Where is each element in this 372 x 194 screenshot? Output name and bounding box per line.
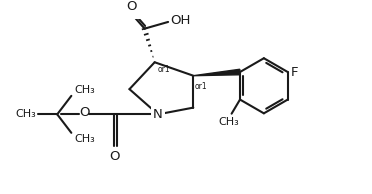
Text: CH₃: CH₃ — [16, 109, 36, 119]
Text: or1: or1 — [158, 65, 171, 74]
Text: CH₃: CH₃ — [74, 85, 95, 95]
Text: or1: or1 — [194, 82, 207, 91]
Text: CH₃: CH₃ — [74, 134, 95, 144]
Polygon shape — [193, 69, 240, 76]
Text: O: O — [126, 0, 137, 13]
Text: F: F — [291, 66, 299, 79]
Text: CH₃: CH₃ — [219, 117, 240, 127]
Text: O: O — [79, 107, 89, 120]
Text: O: O — [109, 150, 119, 163]
Text: OH: OH — [170, 14, 191, 27]
Text: N: N — [153, 108, 163, 121]
